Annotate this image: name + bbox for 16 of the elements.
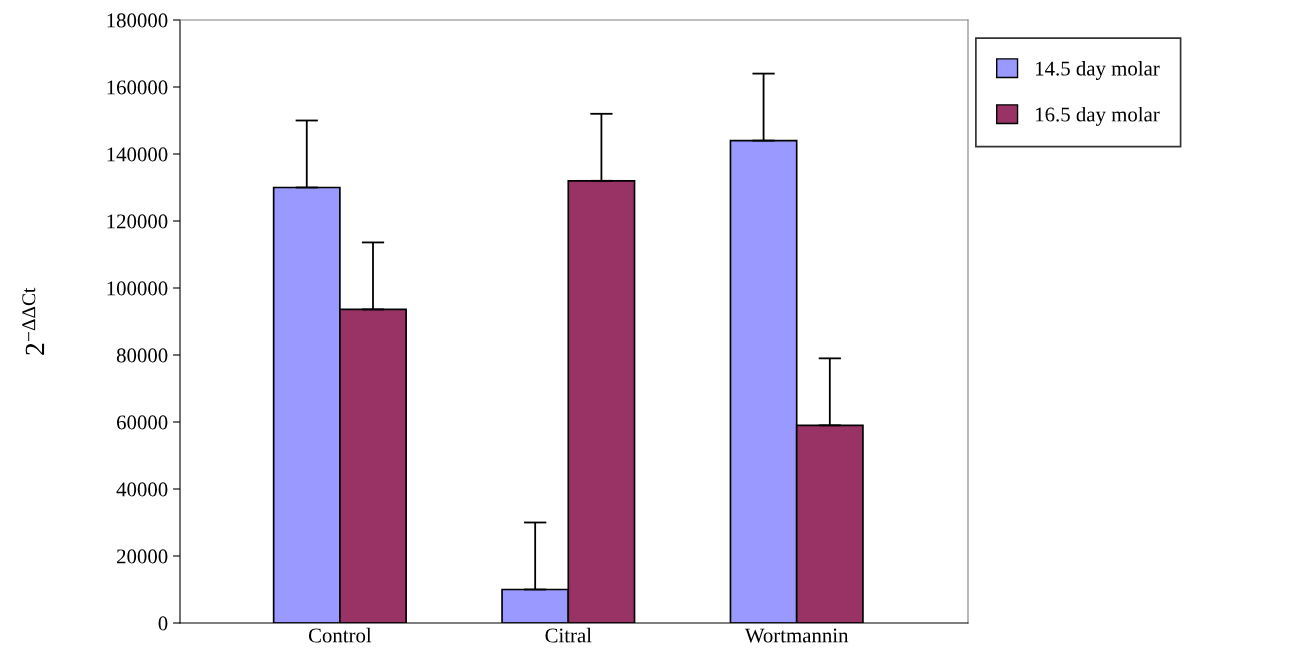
x-tick-label: Control [308,627,372,643]
legend-label: 16.5 day molar [1036,106,1160,126]
y-tick-label: 160000 [107,80,168,95]
y-tick-label: 180000 [107,13,168,28]
x-tick-label: Wortmannin [744,628,849,643]
x-tick-label: Citral [545,627,592,643]
y-axis-title: 2$^{−ΔΔCt}$ [22,287,45,355]
y-tick-label: 40000 [116,482,168,497]
y-tick-label: 140000 [107,147,168,162]
y-tick-label: 100000 [107,281,168,296]
y-tick-label: 80000 [116,348,168,363]
y-tick-label: 120000 [107,214,168,229]
y-tick-label: 0 [158,616,168,631]
legend-label: 14.5 day molar [1036,60,1160,80]
y-tick-label: 60000 [117,415,168,430]
y-tick-label: 20000 [117,549,168,564]
